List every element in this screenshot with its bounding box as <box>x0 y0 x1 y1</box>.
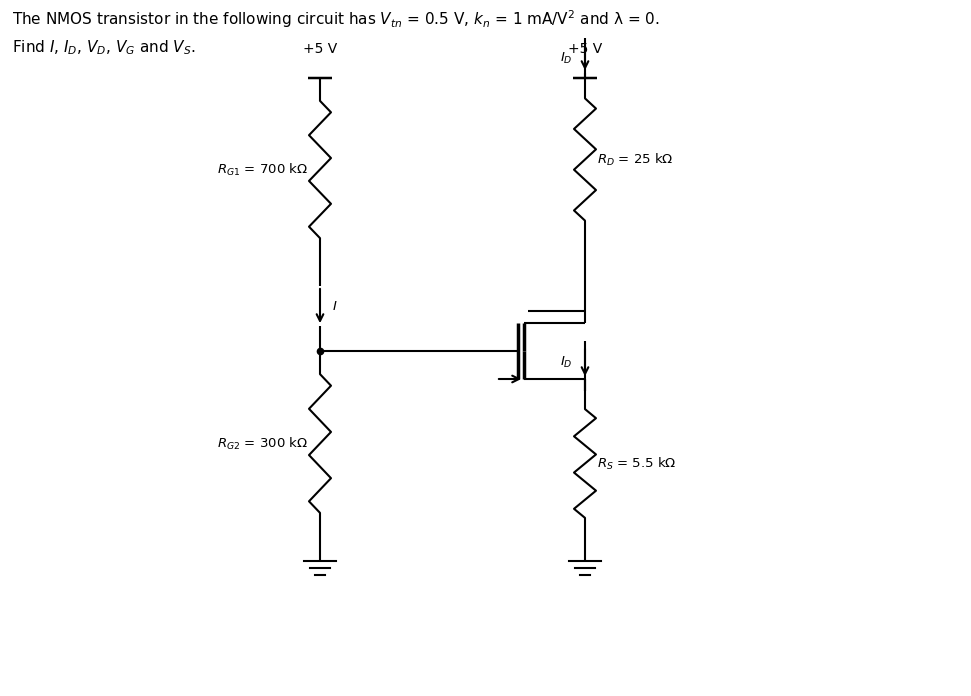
Text: The NMOS transistor in the following circuit has $V_{tn}$ = 0.5 V, $k_n$ = 1 mA/: The NMOS transistor in the following cir… <box>12 8 659 30</box>
Text: $R_D$ = 25 kΩ: $R_D$ = 25 kΩ <box>597 152 674 168</box>
Text: $I_D$: $I_D$ <box>560 355 573 370</box>
Text: Find $I$, $I_D$, $V_D$, $V_G$ and $V_S$.: Find $I$, $I_D$, $V_D$, $V_G$ and $V_S$. <box>12 38 195 56</box>
Text: $I$: $I$ <box>332 299 338 313</box>
Text: $R_S$ = 5.5 kΩ: $R_S$ = 5.5 kΩ <box>597 455 677 472</box>
Text: $R_{G2}$ = 300 kΩ: $R_{G2}$ = 300 kΩ <box>218 436 308 452</box>
Text: +5 V: +5 V <box>303 42 337 56</box>
Text: $I_D$: $I_D$ <box>560 50 573 65</box>
Text: +5 V: +5 V <box>568 42 602 56</box>
Text: $R_{G1}$ = 700 kΩ: $R_{G1}$ = 700 kΩ <box>218 161 308 177</box>
